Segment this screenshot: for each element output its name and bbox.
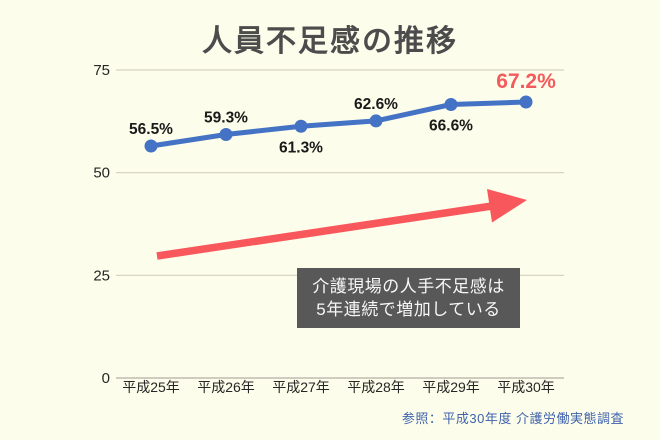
data-point-marker [519,95,533,109]
data-point-marker [219,127,233,141]
data-point-label: 66.6% [429,117,473,134]
data-point-marker [444,97,458,111]
data-point-label: 56.5% [129,121,173,138]
x-axis-tick-label: 平成26年 [197,379,255,395]
data-point-label: 61.3% [279,139,323,156]
y-axis-tick-label: 25 [93,267,110,284]
annotation-line-1: 介護現場の人手不足感は [312,277,505,296]
x-axis-tick-label: 平成25年 [122,379,180,395]
data-point-marker [294,119,308,133]
data-point-label: 59.3% [204,109,248,126]
trend-arrow-line [156,202,493,260]
trend-line [148,99,529,149]
data-point-marker [144,139,158,153]
x-axis-tick-label: 平成28年 [347,379,405,395]
y-axis-tick-label: 0 [102,370,110,387]
data-point-label: 62.6% [354,96,398,113]
page-title: 人員不足感の推移 [202,25,458,58]
data-point-label-highlight: 67.2% [496,70,556,93]
trend-arrow-head [487,189,527,223]
y-axis-tick-label: 75 [93,62,110,79]
data-point-marker [369,114,383,128]
x-axis-tick-label: 平成30年 [497,379,555,395]
x-axis-tick-label: 平成27年 [272,379,330,395]
source-citation: 参照：平成30年度 介護労働実態調査 [401,411,624,426]
x-axis-tick-label: 平成29年 [422,379,480,395]
annotation-box: 介護現場の人手不足感は 5年連続で増加している [297,268,520,328]
annotation-line-2: 5年連続で増加している [316,300,501,319]
y-axis-tick-label: 50 [93,165,110,182]
